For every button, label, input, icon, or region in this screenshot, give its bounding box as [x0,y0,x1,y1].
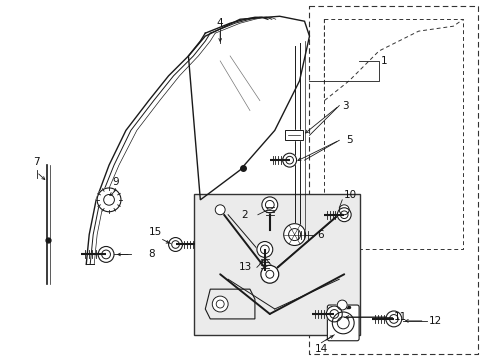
Circle shape [283,224,305,246]
Circle shape [262,197,277,213]
Text: 14: 14 [314,344,327,354]
Text: 4: 4 [217,18,223,28]
Circle shape [98,247,114,262]
Text: 3: 3 [342,100,348,111]
Circle shape [256,242,272,257]
Text: 1: 1 [380,56,387,66]
Circle shape [337,300,346,310]
Text: 12: 12 [427,316,441,326]
Text: 15: 15 [149,226,162,237]
Text: 13: 13 [238,262,251,272]
FancyBboxPatch shape [326,305,358,341]
Circle shape [325,306,342,322]
Text: 10: 10 [344,190,357,200]
Circle shape [337,208,350,222]
Text: 9: 9 [112,177,119,187]
Circle shape [215,205,224,215]
Circle shape [385,311,401,327]
Circle shape [212,296,228,312]
Text: 8: 8 [148,249,155,260]
Circle shape [339,205,348,215]
FancyBboxPatch shape [194,194,359,335]
Bar [284,130,302,140]
Text: 7: 7 [33,157,40,167]
Circle shape [97,188,121,212]
Circle shape [282,153,296,167]
Circle shape [168,238,182,251]
Circle shape [260,265,278,283]
Circle shape [332,312,353,334]
Text: 2: 2 [241,210,248,220]
Text: 6: 6 [317,230,324,239]
Text: 11: 11 [393,312,406,322]
Bar [284,130,302,140]
Text: 5: 5 [346,135,352,145]
